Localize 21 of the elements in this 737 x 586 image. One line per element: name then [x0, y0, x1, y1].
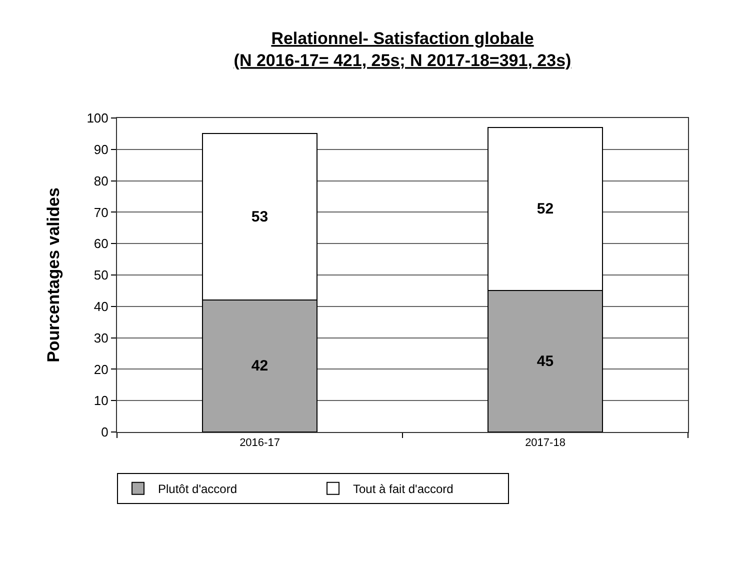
- data-label: 52: [536, 200, 554, 218]
- y-tick-label: 50: [94, 268, 108, 283]
- y-tick-label: 100: [86, 110, 108, 126]
- data-label: 53: [251, 208, 268, 226]
- data-label: 42: [251, 358, 268, 375]
- y-tick-label: 90: [94, 142, 108, 157]
- y-tick-label: 60: [94, 236, 108, 252]
- y-tick-label: 40: [94, 298, 108, 314]
- data-label: 45: [536, 352, 554, 370]
- y-tick-label: 30: [94, 330, 108, 346]
- chart-title: Relationnel- Satisfaction globale (N 2016-17= 421, 25s; N 2017-18=391, 23s): [234, 29, 572, 70]
- y-tick-label: 0: [101, 424, 108, 440]
- y-axis-title: Pourcentages valides: [44, 188, 64, 362]
- legend-label: Plutôt d'accord: [158, 482, 238, 496]
- y-tick-label: 10: [94, 393, 108, 408]
- legend-label: Tout à fait d'accord: [353, 482, 454, 496]
- y-tick-label: 80: [94, 173, 108, 188]
- y-tick-label: 70: [94, 204, 108, 220]
- y-tick-label: 20: [94, 362, 108, 377]
- x-tick-label: 2017-18: [525, 437, 566, 450]
- x-tick-label: 2016-17: [240, 437, 280, 450]
